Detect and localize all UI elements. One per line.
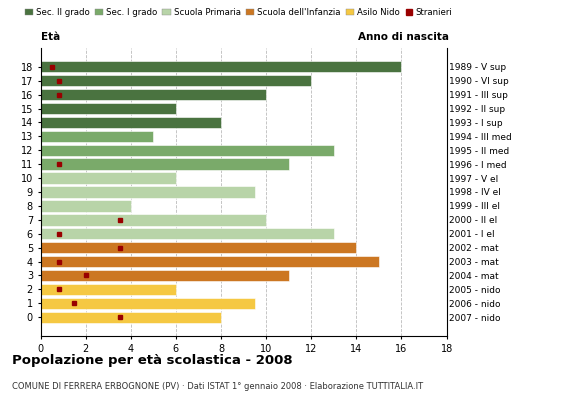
- Text: Popolazione per età scolastica - 2008: Popolazione per età scolastica - 2008: [12, 354, 292, 367]
- Legend: Sec. II grado, Sec. I grado, Scuola Primaria, Scuola dell'Infanzia, Asilo Nido, : Sec. II grado, Sec. I grado, Scuola Prim…: [24, 8, 452, 17]
- Bar: [41, 242, 356, 253]
- Bar: [41, 172, 176, 184]
- Bar: [41, 186, 255, 198]
- Bar: [41, 228, 334, 240]
- Bar: [41, 75, 311, 86]
- Bar: [41, 200, 131, 212]
- Text: Età: Età: [41, 32, 60, 42]
- Bar: [41, 144, 334, 156]
- Bar: [41, 131, 153, 142]
- Bar: [41, 298, 255, 309]
- Bar: [41, 214, 266, 226]
- Bar: [41, 61, 401, 72]
- Bar: [41, 284, 176, 295]
- Bar: [41, 117, 221, 128]
- Bar: [41, 158, 289, 170]
- Bar: [41, 270, 289, 281]
- Bar: [41, 103, 176, 114]
- Text: COMUNE DI FERRERA ERBOGNONE (PV) · Dati ISTAT 1° gennaio 2008 · Elaborazione TUT: COMUNE DI FERRERA ERBOGNONE (PV) · Dati …: [12, 382, 423, 391]
- Bar: [41, 256, 379, 267]
- Text: Anno di nascita: Anno di nascita: [358, 32, 450, 42]
- Bar: [41, 312, 221, 323]
- Bar: [41, 89, 266, 100]
